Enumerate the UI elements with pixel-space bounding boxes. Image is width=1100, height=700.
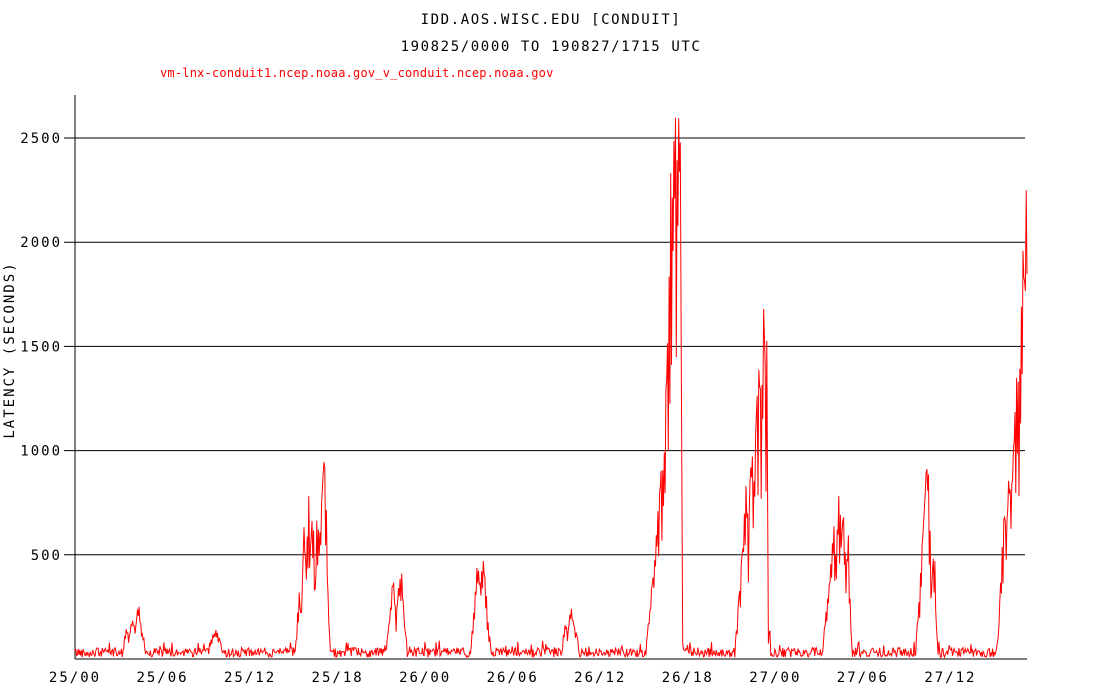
y-tick-label: 1500 <box>20 339 62 355</box>
chart-subtitle: 190825/0000 TO 190827/1715 UTC <box>401 39 702 55</box>
chart-title: IDD.AOS.WISC.EDU [CONDUIT] <box>421 12 682 28</box>
data-series-line <box>74 117 1028 659</box>
x-tick-label: 27/06 <box>837 670 889 686</box>
x-tick-label: 25/18 <box>312 670 364 686</box>
y-tick-label: 2000 <box>20 235 62 251</box>
y-tick-label: 500 <box>31 548 62 564</box>
x-tick-label: 26/06 <box>487 670 539 686</box>
x-tick-label: 25/06 <box>136 670 188 686</box>
x-tick-label: 26/18 <box>662 670 714 686</box>
x-tick-labels: 25/00 25/06 25/12 25/18 26/00 26/06 26/12 26/18… <box>49 670 976 686</box>
y-tick-labels: 500 1000 1500 2000 2500 <box>20 131 62 564</box>
x-tick-label: 27/12 <box>924 670 976 686</box>
y-tick-label: 2500 <box>20 131 62 147</box>
series-legend-label: vm-lnx-conduit1.ncep.noaa.gov_v_conduit.… <box>160 66 554 80</box>
y-tick-label: 1000 <box>20 444 62 460</box>
y-axis-title: LATENCY (SECONDS) <box>2 261 18 438</box>
axes <box>74 95 1027 660</box>
x-tick-label: 26/12 <box>574 670 626 686</box>
x-tick-label: 27/00 <box>749 670 801 686</box>
gridlines <box>64 137 1025 556</box>
x-tick-label: 25/12 <box>224 670 276 686</box>
x-tick-label: 26/00 <box>399 670 451 686</box>
x-tick-label: 25/00 <box>49 670 101 686</box>
